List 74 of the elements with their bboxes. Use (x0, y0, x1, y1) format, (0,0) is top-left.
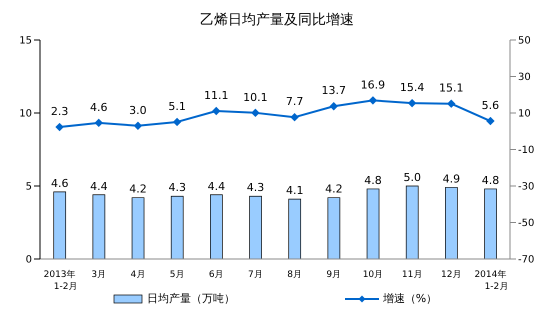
bar (132, 197, 144, 259)
y-tick-label: 0 (26, 254, 32, 266)
y2-tick-label: 30 (518, 72, 531, 84)
data-label: 2.3 (50, 105, 68, 118)
bar (445, 187, 458, 259)
data-label: 5.1 (168, 100, 186, 113)
x-tick-label: 8月 (287, 270, 302, 280)
y-tick-label: 10 (19, 108, 32, 120)
point (56, 123, 64, 132)
x-tick-label: 11月 (402, 270, 422, 280)
point (212, 106, 220, 115)
data-label: 4.6 (90, 100, 108, 114)
data-label: 4.8 (482, 174, 500, 187)
bar (406, 186, 419, 259)
data-label: 4.1 (286, 184, 304, 198)
x-tick-label: 3月 (91, 270, 106, 280)
bar (328, 197, 340, 259)
data-label: 15.4 (400, 81, 424, 94)
data-label: 13.7 (322, 84, 346, 98)
point (134, 122, 142, 130)
bar (366, 188, 380, 259)
data-label: 5.6 (482, 99, 500, 112)
bar (210, 194, 223, 259)
point (447, 100, 456, 108)
data-label: 4.2 (129, 182, 147, 196)
y2-tick-label: -50 (518, 218, 534, 230)
data-label: 11.1 (204, 88, 228, 102)
point (486, 117, 494, 126)
chart-title: 乙烯日均产量及同比增速 (199, 11, 355, 30)
data-label: 7.7 (286, 95, 304, 108)
legend-label: 日均产量（万吨） (146, 291, 235, 306)
data-label: 3.0 (129, 104, 147, 117)
y2-tick-label: -10 (518, 145, 534, 156)
y-tick-label: 15 (19, 36, 32, 47)
data-label: 16.9 (360, 78, 386, 92)
data-label: 4.6 (50, 176, 68, 190)
bar (288, 198, 302, 259)
bar (484, 188, 497, 259)
data-label: 4.8 (364, 174, 382, 187)
y2-tick-label: 50 (518, 36, 531, 47)
legend-label: 增速（%） (382, 291, 438, 306)
x-tick-label: 9月 (326, 270, 342, 280)
y2-tick-label: -30 (518, 182, 534, 193)
data-label: 15.1 (439, 82, 464, 95)
data-label: 4.4 (90, 180, 108, 193)
bar (92, 194, 106, 259)
data-label: 5.0 (403, 171, 421, 184)
point (408, 99, 416, 108)
data-label: 4.3 (168, 181, 186, 194)
point (368, 96, 377, 104)
x-tick-label: 10月 (362, 270, 384, 280)
bar (53, 191, 66, 259)
y2-tick-label: 10 (518, 108, 531, 120)
x-tick-label: 6月 (208, 270, 224, 280)
data-label: 4.9 (442, 172, 460, 186)
point (94, 118, 103, 127)
y2-tick-label: -70 (518, 254, 534, 266)
data-label: 4.3 (246, 181, 264, 194)
x-tick-label: 2013年 1-2月 (44, 269, 78, 292)
x-tick-label: 12月 (441, 270, 462, 280)
x-tick-label: 5月 (170, 270, 184, 280)
bar (170, 196, 184, 259)
point (251, 108, 260, 117)
y-tick-label: 5 (26, 182, 32, 193)
data-label: 4.4 (208, 180, 226, 193)
point (290, 113, 299, 122)
data-label: 4.2 (325, 182, 343, 196)
data-label: 10.1 (243, 90, 268, 104)
bar (249, 196, 262, 259)
point (173, 118, 182, 126)
x-tick-label: 2014年 1-2月 (474, 269, 508, 292)
x-tick-label: 4月 (130, 270, 146, 280)
point (330, 102, 338, 110)
x-tick-label: 7月 (248, 270, 263, 280)
